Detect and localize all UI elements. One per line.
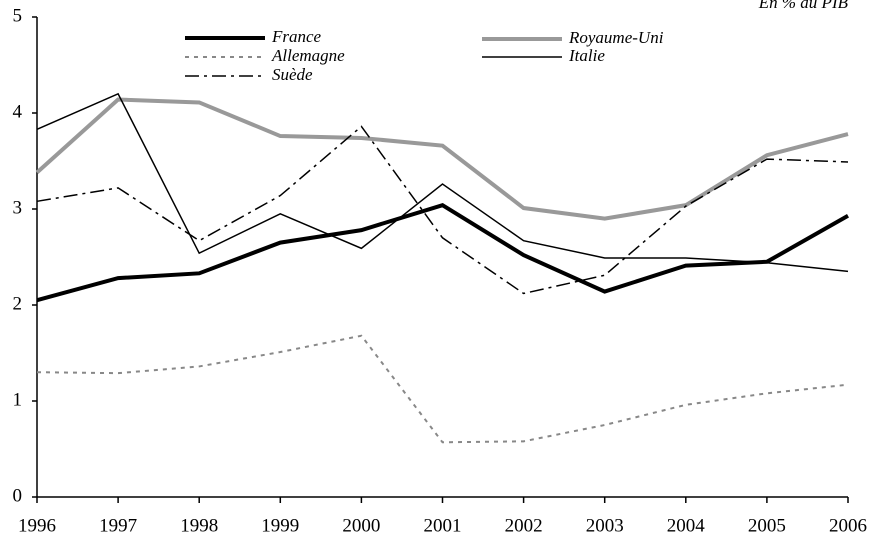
x-tick-label: 1999 [261,515,299,536]
series-line [36,92,849,273]
legend-label: Royaume-Uni [568,28,664,47]
y-tick-label: 3 [13,197,23,218]
x-tick-label: 2000 [342,515,380,536]
series-line [36,202,849,303]
legend-label: Italie [568,46,605,65]
x-tick-label: 2006 [829,515,867,536]
x-tick-label: 2001 [424,515,462,536]
legend-label: France [271,27,322,46]
series-line [35,97,849,221]
x-tick-label: 1997 [99,515,137,536]
legend-label: Allemagne [271,46,345,65]
series-line [36,125,849,295]
y-tick-label: 1 [13,389,23,410]
chart-subtitle: En % du PIB [758,0,849,12]
x-tick-label: 2002 [505,515,543,536]
x-tick-label: 2004 [667,515,706,536]
x-tick-label: 2005 [748,515,786,536]
y-tick-label: 4 [13,101,23,122]
y-tick-label: 0 [13,485,23,506]
x-tick-label: 1998 [180,515,218,536]
y-tick-label: 5 [13,5,23,26]
legend-label: Suède [272,65,313,84]
x-tick-label: 1996 [18,515,56,536]
y-tick-label: 2 [13,293,23,314]
x-tick-label: 2003 [586,515,624,536]
series-line [36,334,849,444]
